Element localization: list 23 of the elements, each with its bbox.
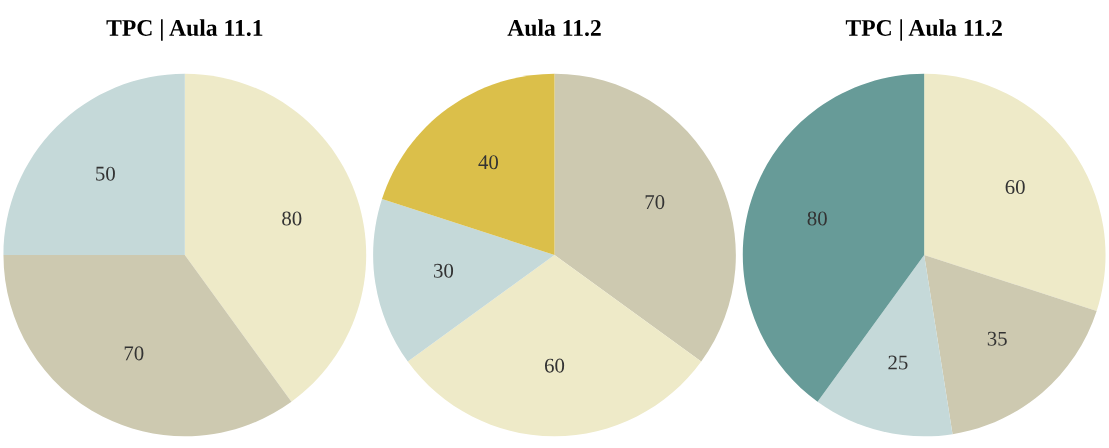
chart-title: Aula 11.2 [507,19,601,37]
pie-slice [924,73,1106,312]
chart-title: TPC | Aula 11.1 [106,19,263,41]
pie-slice [407,255,702,437]
pie-slice [924,255,1097,435]
data-label: 40 [478,155,499,170]
pie-slice [742,73,925,402]
data-label: 70 [645,195,665,210]
data-label: 35 [987,331,1007,346]
chart-title: TPC | Aula 11.2 [845,19,1002,41]
data-label: 80 [282,211,302,226]
data-label: 70 [124,346,144,361]
pie-slice [3,73,185,255]
data-label: 30 [434,263,454,278]
pie-slice [817,255,953,437]
pie-slice [184,73,367,402]
data-label: 60 [1005,180,1025,195]
data-label: 60 [544,358,565,373]
pie-slice [3,255,292,437]
pie-slice [382,73,555,255]
data-label: 25 [888,355,908,370]
data-label: 80 [807,211,827,226]
data-label: 50 [96,166,115,181]
